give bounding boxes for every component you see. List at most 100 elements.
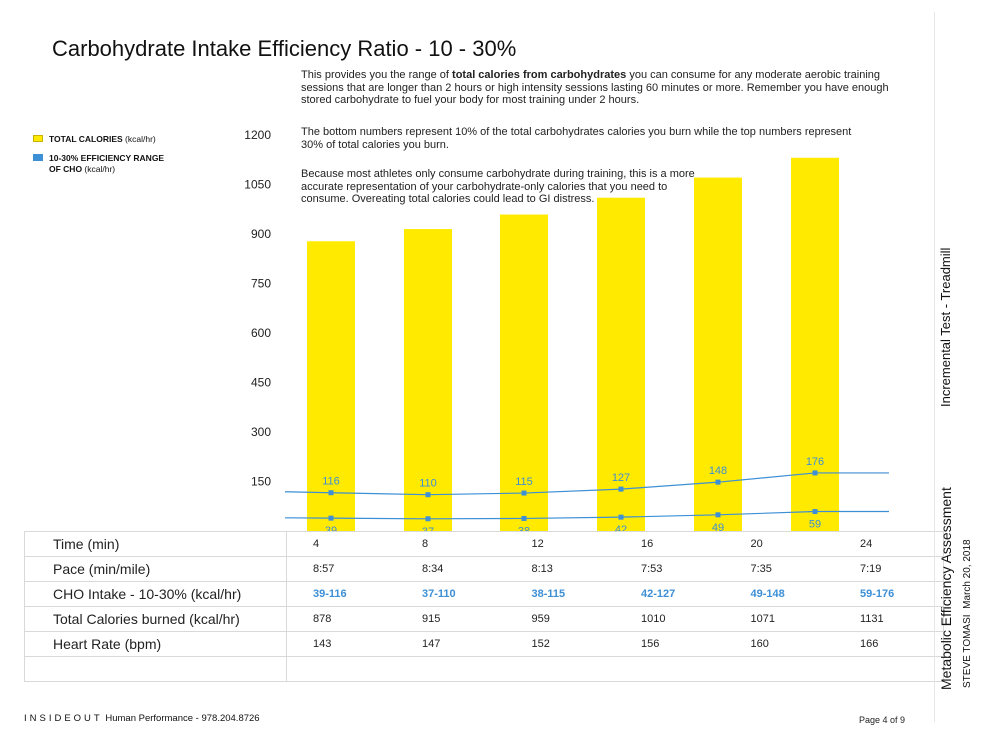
table-cell: 12	[505, 531, 615, 557]
cho-upper-label: 116	[322, 476, 340, 488]
table-cell	[286, 656, 396, 682]
cho-lower-point	[812, 509, 818, 515]
legend-item2-label: 10-30% EFFICIENCY RANGE	[49, 153, 165, 163]
cho-lower-point	[521, 515, 527, 521]
footer-brand: INSIDEOUT	[24, 713, 103, 724]
intro-paragraph-3: Because most athletes only consume carbo…	[301, 168, 695, 205]
intro-p1-bold: total calories from carbohydrates	[452, 69, 627, 81]
y-tick-label: 300	[251, 425, 271, 439]
table-cell: 8:13	[505, 556, 615, 582]
cho-upper-label: 110	[419, 478, 437, 490]
legend-item1-label: TOTAL CALORIES	[49, 134, 123, 144]
table-cell: 49-148	[724, 581, 834, 607]
cho-upper-point	[618, 486, 624, 492]
cho-lower-label: 37	[422, 526, 434, 531]
legend-yellow-swatch	[33, 135, 43, 142]
table-cell: 39-116	[286, 581, 396, 607]
page-number: Page 4 of 9	[859, 715, 906, 725]
cho-lower-line	[284, 510, 889, 520]
table-cell: 878	[286, 606, 396, 632]
table-cell: 38-115	[505, 581, 615, 607]
bar-total-calories	[597, 197, 645, 531]
legend-blue-swatch	[33, 154, 43, 161]
cho-upper-point	[521, 490, 527, 496]
row-label: Time (min)	[24, 531, 287, 557]
cho-lower-point	[715, 512, 721, 518]
athlete-info: STEVE TOMASI March 20, 2018	[962, 539, 973, 688]
table-cell: 147	[396, 631, 506, 657]
table-row	[24, 656, 944, 682]
bar-total-calories	[694, 177, 742, 531]
table-cell	[724, 656, 834, 682]
table-row: Total Calories burned (kcal/hr) 878 915 959…	[24, 606, 944, 632]
table-row: Time (min) 4 8 12 16 20 24	[24, 531, 944, 557]
table-cell: 59-176	[834, 581, 944, 607]
row-label: Pace (min/mile)	[24, 556, 287, 582]
y-tick-label: 750	[251, 277, 271, 291]
athlete-name: STEVE TOMASI	[962, 614, 973, 688]
table-cell: 8	[396, 531, 506, 557]
table-cell	[615, 656, 725, 682]
cho-upper-point	[812, 470, 818, 476]
table-cell: 37-110	[396, 581, 506, 607]
cho-lower-label: 59	[809, 519, 821, 531]
y-tick-label: 1050	[244, 178, 271, 192]
table-row: CHO Intake - 10-30% (kcal/hr) 39-116 37-11…	[24, 581, 944, 607]
row-label: Total Calories burned (kcal/hr)	[24, 606, 287, 632]
y-tick-label: 1200	[244, 128, 271, 142]
table-cell: 8:34	[396, 556, 506, 582]
intro-p1-post: you can consume for any moderate aerobic…	[301, 69, 889, 106]
table-cell: 1071	[724, 606, 834, 632]
y-tick-label: 450	[251, 376, 271, 390]
footer-contact: Human Performance - 978.204.8726	[102, 713, 260, 724]
test-type-label: Incremental Test - Treadmill	[938, 247, 953, 407]
data-table: Time (min) 4 8 12 16 20 24 Pace (min/mile) 8:57 8…	[24, 531, 944, 682]
cho-lower-point	[328, 515, 334, 521]
table-cell: 16	[615, 531, 725, 557]
cho-upper-label: 127	[612, 472, 630, 484]
table-cell: 160	[724, 631, 834, 657]
table-cell: 915	[396, 606, 506, 632]
table-cell: 143	[286, 631, 396, 657]
table-cell: 1131	[834, 606, 944, 632]
intro-paragraph-1: This provides you the range of total cal…	[301, 69, 901, 107]
cho-upper-point	[328, 490, 334, 496]
cho-lower-label: 49	[712, 522, 724, 531]
report-title: Metabolic Efficiency Assessment	[938, 487, 954, 690]
row-label: Heart Rate (bpm)	[24, 631, 287, 657]
table-cell: 7:53	[615, 556, 725, 582]
table-cell: 7:19	[834, 556, 944, 582]
bar-total-calories	[791, 157, 839, 531]
table-cell: 959	[505, 606, 615, 632]
page-title: Carbohydrate Intake Efficiency Ratio - 1…	[52, 36, 517, 61]
footer-company: INSIDEOUT Human Performance - 978.204.87…	[24, 713, 260, 724]
cho-upper-line	[284, 472, 889, 496]
bar-total-calories	[307, 241, 355, 531]
table-row: Heart Rate (bpm) 143 147 152 156 160 166	[24, 631, 944, 657]
cho-lower-label: 39	[325, 525, 337, 531]
table-cell: 4	[286, 531, 396, 557]
table-cell	[396, 656, 506, 682]
cho-upper-point	[425, 492, 431, 498]
table-cell: 7:35	[724, 556, 834, 582]
table-cell: 8:57	[286, 556, 396, 582]
table-cell: 42-127	[615, 581, 725, 607]
table-cell: 156	[615, 631, 725, 657]
row-label: CHO Intake - 10-30% (kcal/hr)	[24, 581, 287, 607]
cho-lower-label: 42	[615, 524, 627, 531]
y-tick-label: 600	[251, 326, 271, 340]
y-tick-label: 150	[251, 475, 271, 489]
cho-upper-label: 115	[515, 476, 533, 488]
legend-item2-label2: OF CHO	[49, 163, 83, 174]
table-row: Pace (min/mile) 8:57 8:34 8:13 7:53 7:35 7:19	[24, 556, 944, 582]
table-cell	[505, 656, 615, 682]
cho-upper-label: 148	[709, 465, 727, 477]
table-cell	[834, 656, 944, 682]
table-cell: 152	[505, 631, 615, 657]
legend-item1-unit: (kcal/hr)	[122, 134, 156, 144]
calorie-chart: 150 300 450 600 750 900 1050 1200 116 110 115 127 14…	[244, 128, 889, 531]
cho-lower-point	[425, 516, 431, 522]
report-date: March 20, 2018	[962, 539, 973, 609]
intro-p1-pre: This provides you the range of	[301, 69, 453, 81]
table-cell: 1010	[615, 606, 725, 632]
